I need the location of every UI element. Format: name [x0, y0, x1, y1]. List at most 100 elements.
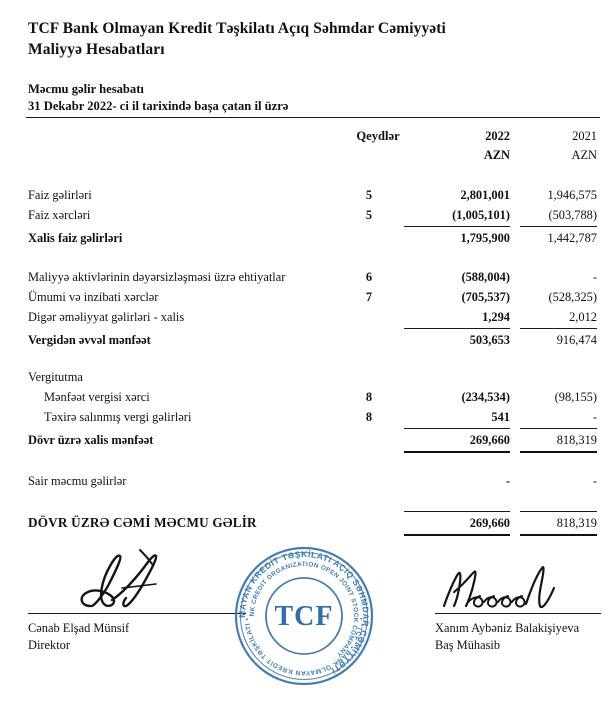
row-label: Faiz gəlirləri: [28, 188, 92, 202]
grand-total-rule-top-2021: [520, 511, 597, 512]
subtotal-rule-2022: [404, 226, 510, 227]
table-spacer-2: [0, 254, 610, 270]
header-currency-2022: AZN: [483, 148, 510, 162]
row-value-2021: 1,442,787: [547, 231, 597, 245]
row-label: Xalis faiz gəlirləri: [28, 231, 123, 245]
header-2022: 2022: [485, 129, 510, 143]
statement-name: Məcmu gəlir hesabatı: [28, 82, 144, 96]
header-currency-2021: AZN: [571, 148, 597, 162]
row-value-2021: -: [592, 474, 597, 488]
title-line-1: TCF Bank Olmayan Kredit Təşkilatı Açıq S…: [28, 20, 446, 37]
row-note: 6: [365, 270, 373, 284]
income-statement-table: Qeydlər 2022 2021 AZN AZN Faiz gəlirləri…: [0, 129, 610, 544]
grand-total-rule-bottom-2022: [404, 534, 510, 537]
row-note: 8: [365, 390, 373, 404]
table-row: Ümumi və inzibati xərclər 7 (705,537) (5…: [0, 290, 610, 310]
table-row: Digər əməliyyat gəlirləri - xalis 1,294 …: [0, 310, 610, 330]
table-row: Dövr üzrə xalis mənfəət 269,660 818,319: [0, 430, 610, 456]
row-value-2021: 818,319: [556, 433, 597, 447]
chief-accountant-name: Xanım Aybəniz Balakişiyeva: [435, 621, 580, 635]
table-row-grand-total: DÖVR ÜZRƏ CƏMİ MƏCMU GƏLİR 269,660 818,3…: [0, 511, 610, 544]
row-note: 7: [365, 290, 373, 304]
subtotal-rule-2021: [520, 428, 597, 429]
row-value-2021: 1,946,575: [547, 188, 597, 202]
table-header-row-currency: AZN AZN: [0, 148, 610, 170]
chief-accountant-role: Baş Mühasib: [435, 638, 501, 652]
table-row: Mənfəət vergisi xərci 8 (234,534) (98,15…: [0, 390, 610, 410]
row-label: Vergidən əvvəl mənfəət: [28, 333, 151, 347]
row-note: 5: [365, 188, 373, 202]
subtotal-rule-2022: [404, 328, 510, 329]
row-value-2021: 818,319: [556, 516, 597, 530]
table-spacer-4: [0, 456, 610, 474]
row-value-2022: (588,004): [461, 270, 510, 284]
row-label: Digər əməliyyat gəlirləri - xalis: [28, 310, 185, 324]
row-value-2022: 269,660: [469, 433, 510, 447]
table-row: Sair məcmu gəlirlər - -: [0, 474, 610, 496]
table-row: Faiz xərcləri 5 (1,005,101) (503,788): [0, 208, 610, 228]
stamp-center-text: TCF: [275, 601, 334, 632]
row-value-2021: 2,012: [569, 310, 597, 324]
row-label: Vergitutma: [28, 370, 83, 384]
row-label: Təxirə salınmış vergi gəlirləri: [44, 410, 192, 424]
table-row: Vergidən əvvəl mənfəət 503,653 916,474: [0, 330, 610, 354]
row-value-2022: (705,537): [461, 290, 510, 304]
company-seal-stamp: TCF BANK OLMAYAN KREDİT TƏŞKİLATI AÇIQ S…: [233, 545, 374, 686]
page-title: TCF Bank Olmayan Kredit Təşkilatı Açıq S…: [28, 18, 568, 60]
subtotal-rule-2021: [520, 226, 597, 227]
row-value-2021: (503,788): [548, 208, 597, 222]
row-note: 5: [365, 208, 373, 222]
row-label: Faiz xərcləri: [28, 208, 91, 222]
director-signature-mark: [80, 549, 158, 608]
director-name: Cənab Elşad Münsif: [28, 621, 130, 635]
header-notes: Qeydlər: [356, 129, 400, 143]
row-value-2021: -: [592, 410, 597, 424]
row-value-2021: -: [592, 270, 597, 284]
row-value-2021: (528,325): [548, 290, 597, 304]
header-2021: 2021: [572, 129, 597, 143]
total-rule-2021: [520, 451, 597, 454]
row-label: Dövr üzrə xalis mənfəət: [28, 433, 154, 447]
director-signature-line: [28, 613, 246, 614]
row-value-2022: 541: [491, 410, 510, 424]
subtotal-rule-2022: [404, 428, 510, 429]
row-value-2021: 916,474: [556, 333, 597, 347]
table-row: Təxirə salınmış vergi gəlirləri 8 541 -: [0, 410, 610, 430]
table-header-row-year: Qeydlər 2022 2021: [0, 129, 610, 148]
row-label: Ümumi və inzibati xərclər: [28, 290, 159, 304]
table-row: Xalis faiz gəlirləri 1,795,900 1,442,787: [0, 228, 610, 254]
row-label: DÖVR ÜZRƏ CƏMİ MƏCMU GƏLİR: [28, 515, 257, 530]
chief-accountant-signature-line: [435, 613, 601, 614]
row-label: Sair məcmu gəlirlər: [28, 474, 127, 488]
row-label: Mənfəət vergisi xərci: [44, 390, 150, 404]
table-spacer-3: [0, 354, 610, 370]
row-value-2022: (1,005,101): [452, 208, 510, 222]
row-value-2022: 2,801,001: [460, 188, 510, 202]
statement-period: 31 Dekabr 2022- ci il tarixində başa çat…: [28, 99, 289, 113]
row-value-2022: 1,294: [482, 310, 510, 324]
row-value-2022: (234,534): [461, 390, 510, 404]
row-value-2022: 503,653: [469, 333, 510, 347]
table-row: Faiz gəlirləri 5 2,801,001 1,946,575: [0, 188, 610, 208]
header-divider: [26, 117, 600, 118]
row-note: 8: [365, 410, 373, 424]
grand-total-rule-top-2022: [404, 511, 510, 512]
grand-total-rule-bottom-2021: [520, 534, 597, 537]
table-spacer-5: [0, 496, 610, 514]
chief-accountant-signature-mark: [442, 566, 556, 609]
table-row: Maliyyə aktivlərinin dəyərsizləşməsi üzr…: [0, 270, 610, 290]
total-rule-2022: [404, 451, 510, 454]
row-value-2022: 269,660: [469, 516, 510, 530]
table-row: Vergitutma: [0, 370, 610, 390]
subtotal-rule-2021: [520, 328, 597, 329]
statement-subtitle: Məcmu gəlir hesabatı 31 Dekabr 2022- ci …: [28, 81, 568, 115]
row-value-2021: (98,155): [554, 390, 597, 404]
table-spacer-1: [0, 170, 610, 188]
row-value-2022: -: [505, 474, 510, 488]
director-signature-block: Cənab Elşad Münsif Direktor: [28, 620, 278, 654]
director-role: Direktor: [28, 638, 70, 652]
title-line-2: Maliyyə Hesabatları: [28, 41, 165, 58]
row-value-2022: 1,795,900: [460, 231, 510, 245]
row-label: Maliyyə aktivlərinin dəyərsizləşməsi üzr…: [28, 270, 286, 284]
